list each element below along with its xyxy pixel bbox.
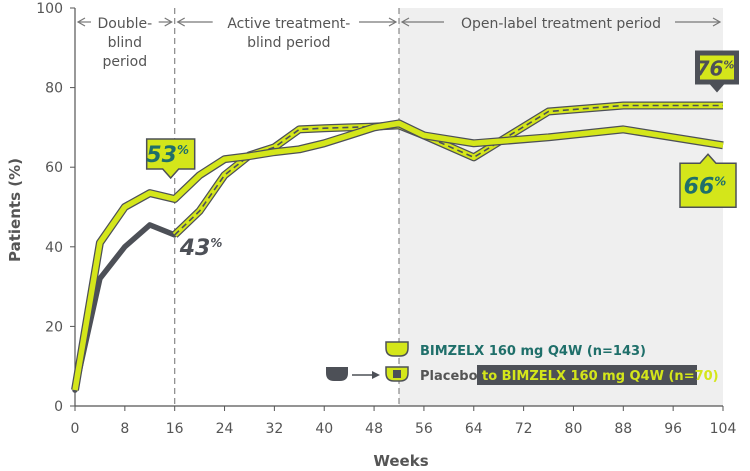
x-tick-label-88: 88 [614, 421, 632, 437]
annotation-43-unit: % [210, 236, 222, 250]
period-arrow-head-left [400, 17, 410, 27]
x-tick-label-16: 16 [166, 421, 184, 437]
legend-placebo-suffix: to BIMZELX 160 mg Q4W (n=70) [482, 369, 719, 384]
x-tick-label-8: 8 [120, 421, 129, 437]
period-label-double-blind-3: period [103, 54, 148, 70]
period-arrow-head-right [712, 17, 722, 27]
annotation-53: 53% [145, 138, 196, 180]
open-label-shade [399, 8, 723, 406]
y-tick-label-0: 0 [54, 399, 63, 415]
x-tick-label-56: 56 [415, 421, 433, 437]
x-tick-label-32: 32 [265, 421, 283, 437]
annotation-76-inner [700, 55, 734, 80]
annotation-66-unit: % [714, 174, 726, 188]
annotation-66-box [679, 153, 737, 209]
legend-dash-marker [393, 370, 401, 378]
series-lines [71, 101, 724, 393]
x-axis-label: Weeks [373, 452, 428, 470]
annotation-43-value: 43% [179, 236, 223, 261]
x-tick-label-0: 0 [71, 421, 80, 437]
annotation-53-unit: % [177, 143, 189, 157]
y-tick-label-60: 60 [45, 160, 63, 176]
period-labels: Double-blind period Active treatment-blind… [76, 16, 722, 70]
annotation-76-unit: % [723, 59, 734, 72]
annotations: 53% 43% 76% 66% [145, 50, 739, 261]
y-tick-label-80: 80 [45, 81, 63, 97]
x-tick-label-80: 80 [565, 421, 583, 437]
period-arrow-head-right [164, 17, 173, 27]
period-arrow-head-right [388, 17, 398, 27]
legend-arrow-head [372, 371, 380, 379]
x-tick-label-72: 72 [515, 421, 533, 437]
legend: BIMZELX 160 mg Q4W (n=143) Placebo to BIMZ… [326, 341, 719, 385]
period-label-double-blind-2: blind [108, 35, 142, 51]
axes: 0 20 40 60 80 100 0 8 16 24 32 40 48 56 64 72 80 88 96 104 [36, 1, 736, 437]
series-placebo-post-line [172, 102, 723, 237]
annotation-76: 76% [695, 50, 739, 93]
y-tick-label-100: 100 [36, 1, 63, 17]
y-tick-label-20: 20 [45, 319, 63, 335]
period-label-double-blind-1: Double- [98, 16, 153, 32]
period-label-active-1: Active treatment- [227, 16, 350, 32]
x-tick-label-64: 64 [465, 421, 483, 437]
legend-bimzelx-label: BIMZELX 160 mg Q4W (n=143) [420, 344, 646, 359]
series-bimzelx-line [72, 120, 724, 391]
x-tick-label-24: 24 [216, 421, 234, 437]
legend-swatch [385, 341, 409, 357]
legend-placebo-label: Placebo [420, 369, 478, 384]
x-tick-label-96: 96 [664, 421, 682, 437]
period-label-active-2: blind period [247, 35, 330, 51]
annotation-66: 66% [679, 153, 737, 209]
period-arrow-head-left [176, 17, 185, 27]
x-tick-label-48: 48 [365, 421, 383, 437]
x-tick-label-40: 40 [315, 421, 333, 437]
annotation-53-box [145, 138, 196, 180]
period-label-open-label: Open-label treatment period [461, 16, 661, 32]
y-axis-label: Patients (%) [6, 158, 24, 262]
period-dividers [174, 8, 400, 406]
legend-swatch [326, 367, 348, 381]
legend-placebo-suffix-bg [477, 365, 697, 385]
x-tick-label-104: 104 [710, 421, 737, 437]
period-arrow-head-left [76, 17, 86, 27]
y-tick-label-40: 40 [45, 240, 63, 256]
